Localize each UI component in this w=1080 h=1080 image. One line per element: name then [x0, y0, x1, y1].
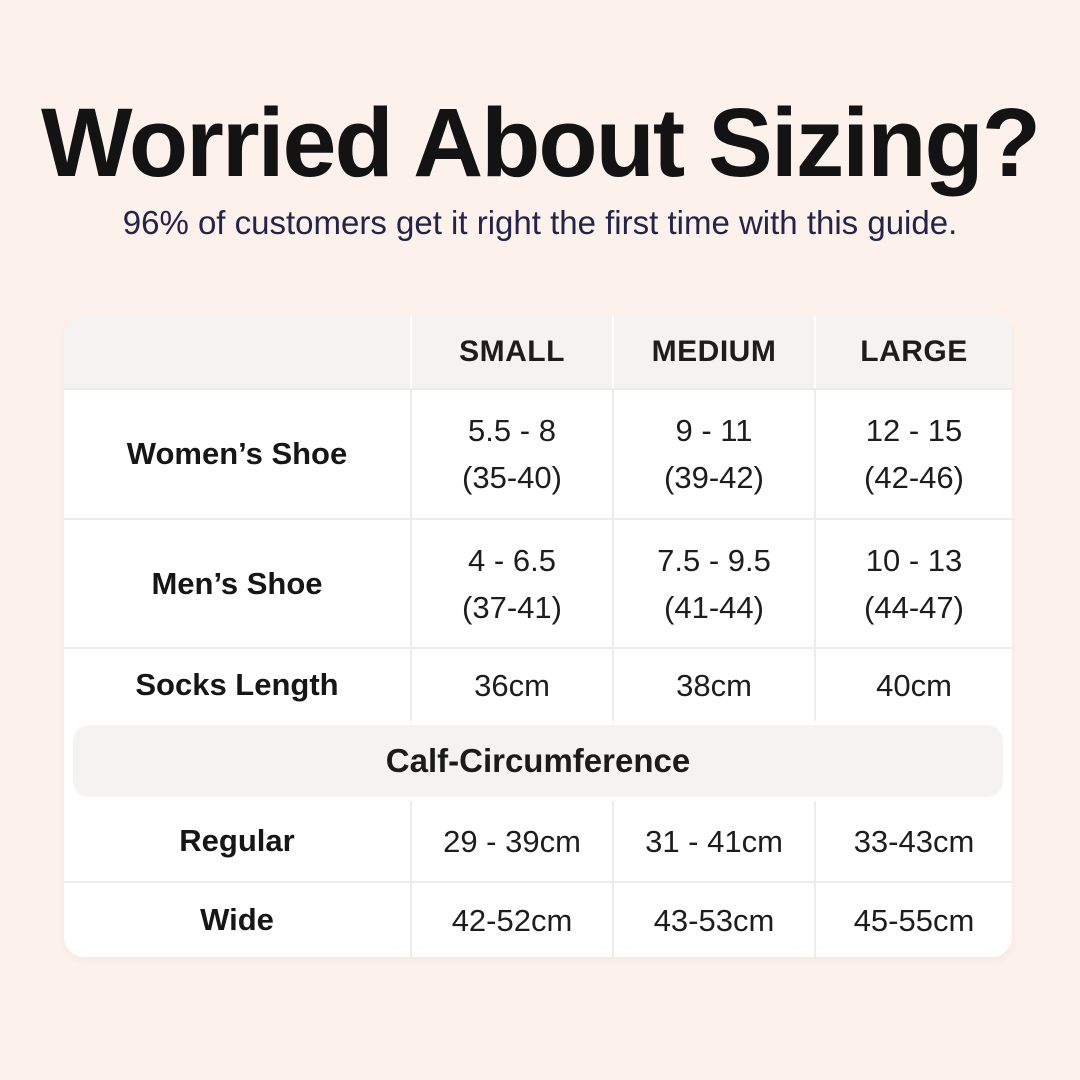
column-header-medium: MEDIUM: [612, 316, 814, 388]
cell-womens-large: 12 - 15 (42-46): [814, 388, 1012, 518]
cell-wide-medium: 43-53cm: [612, 881, 814, 957]
heading-block: Worried About Sizing? 96% of customers g…: [0, 0, 1080, 242]
page-title: Worried About Sizing?: [41, 88, 1041, 197]
cell-socks-medium: 38cm: [612, 647, 814, 721]
sizing-table: SMALL MEDIUM LARGE Women’s Shoe 5.5 - 8 …: [64, 316, 1012, 957]
cell-mens-large: 10 - 13 (44-47): [814, 518, 1012, 647]
cell-regular-large: 33-43cm: [814, 801, 1012, 881]
cell-wide-large: 45-55cm: [814, 881, 1012, 957]
page-subtitle: 96% of customers get it right the first …: [122, 203, 958, 241]
cell-regular-medium: 31 - 41cm: [612, 801, 814, 881]
cell-regular-small: 29 - 39cm: [410, 801, 612, 881]
calf-section-band: Calf-Circumference: [73, 725, 1003, 797]
cell-womens-medium: 9 - 11 (39-42): [612, 388, 814, 518]
cell-mens-small: 4 - 6.5 (37-41): [410, 518, 612, 647]
cell-womens-small: 5.5 - 8 (35-40): [410, 388, 612, 518]
column-header-large: LARGE: [814, 316, 1012, 388]
row-label-mens-shoe: Men’s Shoe: [64, 518, 410, 647]
cell-socks-small: 36cm: [410, 647, 612, 721]
calf-section-band-wrap: Calf-Circumference: [64, 721, 1012, 801]
column-header-small: SMALL: [410, 316, 612, 388]
calf-section-title: Calf-Circumference: [385, 742, 691, 779]
row-label-socks-length: Socks Length: [64, 647, 410, 721]
column-header-blank: [64, 316, 410, 388]
sizing-table-calf-grid: Regular 29 - 39cm 31 - 41cm 33-43cm Wide…: [64, 801, 1012, 957]
row-label-regular: Regular: [179, 823, 295, 858]
sizing-table-upper-grid: SMALL MEDIUM LARGE Women’s Shoe 5.5 - 8 …: [64, 316, 1012, 721]
row-label-wide: Wide: [64, 881, 410, 957]
cell-wide-small: 42-52cm: [410, 881, 612, 957]
row-label-womens-shoe: Women’s Shoe: [64, 388, 410, 518]
cell-mens-medium: 7.5 - 9.5 (41-44): [612, 518, 814, 647]
cell-socks-large: 40cm: [814, 647, 1012, 721]
